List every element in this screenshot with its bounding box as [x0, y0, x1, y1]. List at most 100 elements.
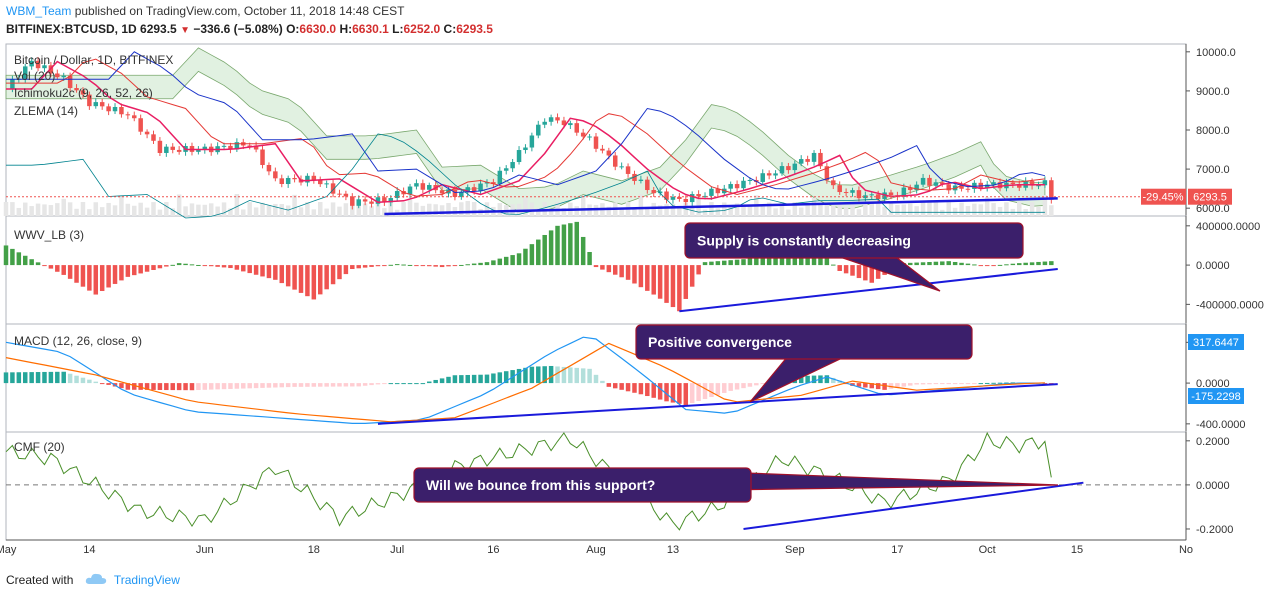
candle-body: [715, 188, 721, 194]
wvlb-bar: [933, 261, 939, 266]
tradingview-link[interactable]: TradingView: [113, 573, 180, 587]
wvlb-bar: [10, 248, 15, 266]
volume-bar: [895, 204, 900, 216]
macd-hist-bar: [503, 371, 509, 384]
wvlb-bar: [164, 265, 169, 267]
convergence-annotation-text: Positive convergence: [648, 334, 792, 350]
volume-bar: [747, 204, 753, 216]
created-with-text: Created with: [6, 573, 74, 587]
wvlb-bar: [638, 265, 644, 288]
macd-hist-bar: [952, 383, 958, 385]
volume-bar: [42, 204, 47, 216]
wvlb-bar: [459, 264, 464, 266]
wvlb-bar: [1017, 263, 1022, 266]
tenkan-line: [6, 58, 1045, 197]
signal-tag-bg: [1188, 388, 1244, 404]
ohlc-header: BITFINEX:BTCUSD, 1D 6293.5 ▼ −336.6 (−5.…: [6, 22, 493, 36]
macd-hist-bar: [997, 382, 1003, 384]
wvlb-bar: [183, 263, 188, 266]
candle-body: [279, 178, 285, 185]
macd-trendline: [377, 383, 1058, 425]
macd-hist-bar: [760, 383, 765, 385]
macd-hist-bar: [350, 383, 355, 387]
macd-hist-bar: [805, 375, 810, 384]
candle-body: [818, 152, 823, 167]
wvlb-trendline: [679, 268, 1058, 313]
candle-body: [997, 182, 1003, 189]
macd-hist-bar: [946, 383, 951, 385]
volume-bar: [125, 203, 131, 216]
volume-bar: [529, 202, 535, 216]
candle-body: [144, 131, 150, 135]
macd-tag-bg: [1188, 334, 1244, 350]
volume-bar: [427, 203, 432, 216]
wvlb-bar: [824, 258, 830, 266]
macd-hist-bar: [523, 367, 528, 384]
macd-hist-bar: [164, 383, 169, 391]
volume-bar: [561, 208, 567, 216]
macd-hist-bar: [16, 372, 22, 384]
volume-bar: [927, 200, 932, 216]
wvlb-bar: [484, 262, 490, 266]
x-axis-label: 13: [667, 544, 679, 556]
volume-bar: [715, 208, 721, 216]
macd-hist-bar: [388, 383, 394, 385]
macd-hist-bar: [234, 383, 240, 389]
wvlb-bar: [234, 265, 240, 270]
wvlb-bar: [67, 265, 73, 279]
wvlb-bar: [99, 265, 105, 292]
volume-bar: [221, 202, 227, 216]
candle-body: [536, 124, 541, 136]
candle-body: [773, 173, 778, 176]
macd-hist-bar: [548, 365, 554, 384]
candle-body: [260, 149, 265, 165]
cmf-tick-label: 0.0000: [1196, 480, 1230, 492]
volume-bar: [1017, 202, 1022, 216]
macd-hist-bar: [362, 383, 368, 386]
macd-hist-bar: [715, 383, 721, 395]
wvlb-bar: [465, 264, 470, 266]
wvlb-bar: [157, 265, 163, 269]
macd-hist-bar: [394, 383, 400, 385]
candle-body: [952, 185, 958, 191]
volume-bar: [433, 204, 438, 216]
wvlb-bar: [362, 265, 368, 268]
volume-bar: [786, 209, 791, 216]
macd-hist-bar: [593, 374, 599, 384]
macd-hist-bar: [696, 383, 701, 402]
cmf-label: CMF (20): [14, 440, 65, 454]
volume-bar: [798, 207, 804, 216]
volume-bar: [702, 209, 708, 216]
candle-body: [805, 159, 810, 162]
candle-body: [561, 120, 567, 126]
volume-bar: [484, 202, 490, 216]
macd-hist-bar: [93, 381, 99, 384]
wvlb-bar: [112, 265, 118, 284]
volume-bar: [99, 207, 105, 216]
wvlb-bar: [991, 265, 996, 267]
candle-body: [1010, 182, 1016, 185]
macd-hist-bar: [3, 372, 9, 384]
macd-hist-bar: [645, 383, 650, 397]
macd-tick-label: 0.0000: [1196, 378, 1230, 390]
candle-body: [907, 187, 913, 190]
wvlb-bar: [728, 260, 733, 266]
kijun-line: [6, 51, 1046, 194]
macd-hist-bar: [465, 374, 470, 384]
volume-bar: [446, 203, 451, 216]
author-link[interactable]: WBM_Team: [6, 4, 72, 18]
macd-hist-bar: [196, 383, 201, 391]
macd-hist-bar: [497, 372, 503, 384]
macd-hist-bar: [298, 383, 304, 387]
candle-body: [645, 179, 650, 191]
candle-body: [132, 115, 137, 119]
price-tick-label: 8000.0: [1196, 125, 1230, 137]
wvlb-bar: [997, 264, 1003, 266]
candle-body: [106, 106, 111, 112]
candle-body: [593, 136, 599, 149]
volume-bar: [151, 202, 156, 216]
wvlb-bar: [144, 265, 150, 272]
macd-hist-bar: [895, 383, 900, 388]
wvlb-label: WWV_LB (3): [14, 228, 84, 242]
macd-hist-bar: [305, 383, 310, 387]
